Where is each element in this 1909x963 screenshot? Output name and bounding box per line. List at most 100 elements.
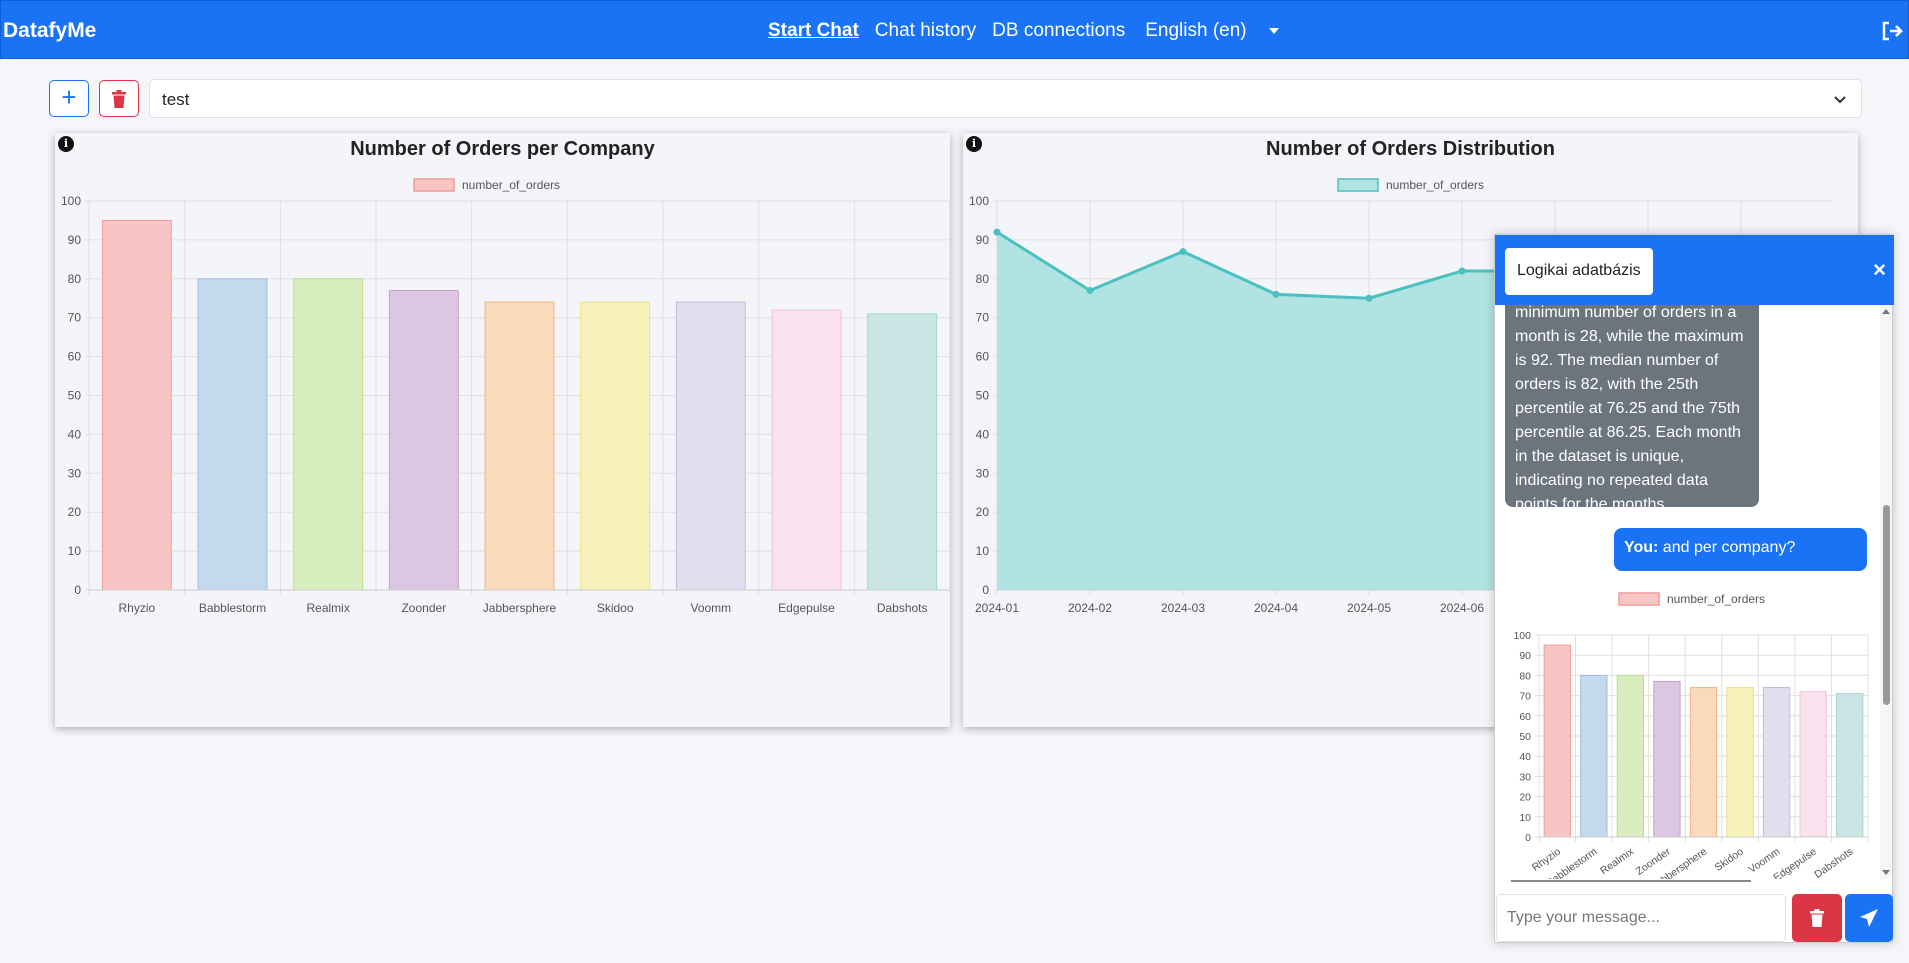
y-tick-label: 50 — [68, 389, 82, 403]
legend-label: number_of_orders — [462, 178, 560, 192]
navbar: DatafyMe Start Chat Chat history DB conn… — [0, 0, 1909, 59]
y-tick-label: 10 — [976, 544, 990, 558]
chat-scrollbar[interactable] — [1880, 305, 1892, 879]
delete-chat-button[interactable] — [99, 80, 139, 117]
add-chat-button[interactable]: + — [49, 80, 89, 117]
nav-start-chat[interactable]: Start Chat — [768, 20, 859, 41]
chart-card-orders-per-company: i Number of Orders per Company 0 10 20 30 40… — [55, 133, 950, 727]
bar — [388, 289, 459, 591]
y-tick-label: 10 — [1519, 812, 1531, 824]
y-tick-label: 80 — [1519, 670, 1531, 682]
scroll-up-arrow[interactable] — [1882, 309, 1890, 314]
y-tick-label: 20 — [976, 505, 990, 519]
chat-panel: Logikai adatbázis × minimum number of or… — [1494, 234, 1894, 943]
y-tick-label: 20 — [68, 505, 82, 519]
message-input[interactable]: Type your message... — [1496, 894, 1786, 942]
send-icon — [1860, 909, 1878, 927]
y-tick-label: 40 — [976, 427, 990, 441]
chat-messages[interactable]: minimum number of orders in a month is 2… — [1495, 305, 1894, 879]
y-tick-label: 50 — [976, 389, 990, 403]
x-tick-label: Jabbersphere — [483, 601, 557, 615]
y-tick-label: 50 — [1519, 731, 1531, 743]
legend-swatch — [1337, 178, 1379, 192]
logout-icon[interactable] — [1880, 19, 1904, 43]
divider — [1511, 880, 1751, 882]
y-tick-label: 60 — [1519, 711, 1531, 723]
bar — [101, 219, 172, 591]
legend-label: number_of_orders — [1667, 592, 1765, 606]
x-tick-label: Edgepulse — [778, 601, 835, 615]
y-tick-label: 10 — [68, 544, 82, 558]
info-icon[interactable]: i — [966, 136, 982, 152]
y-tick-label: 20 — [1519, 792, 1531, 804]
x-tick-label: Skidoo — [1713, 846, 1746, 874]
y-tick-label: 0 — [1525, 832, 1531, 844]
y-tick-label: 70 — [68, 311, 82, 325]
x-tick-label: Dabshots — [877, 601, 928, 615]
user-prefix: You: — [1624, 539, 1659, 556]
language-label: English (en) — [1145, 20, 1247, 41]
y-tick-label: 70 — [1519, 691, 1531, 703]
legend-label: number_of_orders — [1386, 178, 1484, 192]
y-tick-label: 30 — [1519, 771, 1531, 783]
bar — [1762, 687, 1791, 838]
trash-icon — [1810, 909, 1824, 927]
y-tick-label: 80 — [976, 272, 990, 286]
y-tick-label: 0 — [982, 583, 989, 597]
scroll-down-arrow[interactable] — [1882, 870, 1890, 875]
y-tick-label: 40 — [1519, 751, 1531, 763]
nav-chat-history[interactable]: Chat history — [874, 20, 977, 41]
legend-swatch — [1618, 592, 1660, 606]
y-tick-label: 90 — [68, 233, 82, 247]
x-tick-label: Voomm — [690, 601, 731, 615]
chart-title: Number of Orders Distribution — [1266, 138, 1555, 160]
x-tick-label: Realmix — [1598, 845, 1637, 877]
y-tick-label: 0 — [74, 583, 81, 597]
data-point — [1272, 290, 1280, 298]
chat-select-value: test — [162, 90, 190, 109]
bar — [1799, 691, 1827, 838]
x-tick-label: 2024-03 — [1161, 601, 1205, 615]
x-tick-label: Dabshots — [1812, 846, 1855, 879]
data-point — [1179, 248, 1187, 256]
y-tick-label: 30 — [68, 466, 82, 480]
brand[interactable]: DatafyMe — [3, 19, 97, 42]
y-tick-label: 100 — [1513, 630, 1531, 642]
x-tick-label: Zoonder — [401, 601, 446, 615]
x-tick-label: 2024-02 — [1068, 601, 1112, 615]
db-name-label[interactable]: Logikai adatbázis — [1505, 248, 1653, 295]
bar — [1616, 674, 1645, 838]
y-tick-label: 90 — [976, 233, 990, 247]
user-message: You: and per company? — [1614, 528, 1867, 571]
y-tick-label: 60 — [976, 350, 990, 364]
chat-select[interactable]: test — [149, 79, 1862, 118]
x-tick-label: 2024-06 — [1440, 601, 1484, 615]
chevron-down-icon — [1834, 96, 1846, 104]
bar-chart: 0 10 20 30 40 50 60 70 80 90 100 Rhyzio Babblestorm R… — [61, 178, 950, 615]
bar — [1836, 693, 1864, 838]
user-message-text: and per company? — [1658, 539, 1796, 556]
y-tick-label: 30 — [976, 466, 990, 480]
bar — [675, 301, 746, 591]
x-tick-label: 2024-01 — [975, 601, 1019, 615]
caret-down-icon — [1268, 27, 1279, 34]
y-tick-label: 40 — [68, 427, 82, 441]
scrollbar-thumb[interactable] — [1883, 505, 1890, 705]
y-tick-label: 80 — [68, 272, 82, 286]
bar — [1653, 680, 1681, 838]
language-dropdown[interactable]: English (en) — [1145, 20, 1294, 42]
data-point — [993, 228, 1001, 236]
bot-message: minimum number of orders in a month is 2… — [1505, 305, 1759, 507]
info-icon[interactable]: i — [58, 136, 74, 152]
bar — [484, 301, 555, 591]
x-tick-label: 2024-04 — [1254, 601, 1298, 615]
bar — [1580, 674, 1608, 838]
send-button[interactable] — [1845, 894, 1893, 942]
bar — [1689, 687, 1718, 838]
trash-icon — [112, 89, 126, 108]
close-icon[interactable]: × — [1873, 257, 1886, 282]
nav-db-connections[interactable]: DB connections — [992, 20, 1126, 41]
clear-chat-button[interactable] — [1792, 894, 1842, 942]
chat-bar-chart: 0102030405060708090100RhyzioBabblestormR… — [1513, 592, 1869, 879]
bar — [1543, 644, 1571, 838]
